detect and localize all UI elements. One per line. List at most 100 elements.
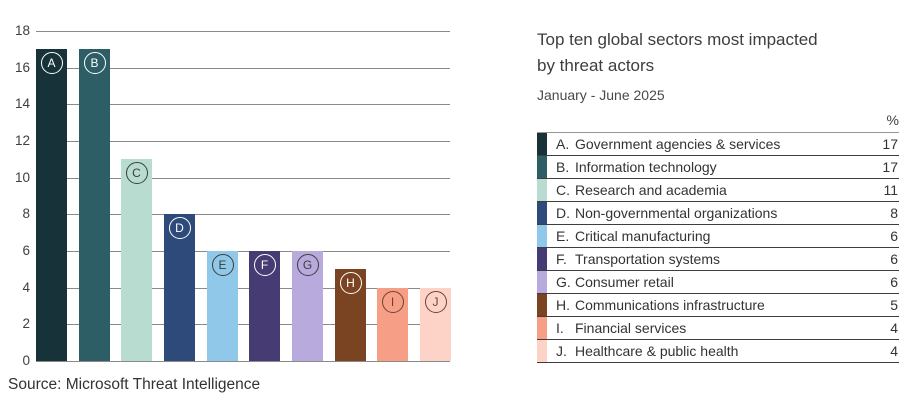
legend-sector-name: Research and academia: [575, 182, 727, 198]
legend-swatch-D: [537, 202, 547, 224]
chart-subtitle: January - June 2025: [537, 87, 665, 103]
legend-letter: D.: [556, 205, 570, 221]
legend-sector-name: Non-governmental organizations: [575, 205, 778, 221]
percent-column-header: %: [886, 112, 899, 128]
chart-title: Top ten global sectors most impacted by …: [537, 27, 818, 79]
bar-label-badge-G: G: [296, 254, 319, 276]
bar-C: C: [121, 159, 152, 361]
legend-percent-value: 5: [890, 297, 898, 313]
bar-label-badge-B: B: [83, 52, 106, 75]
legend-percent-value: 6: [890, 274, 898, 290]
legend-percent-value: 17: [882, 159, 898, 175]
bar-E: E: [207, 251, 238, 361]
legend-row-I: I. Financial services 4: [537, 317, 899, 340]
bar-label-badge-H: H: [339, 272, 362, 295]
chart-title-line1: Top ten global sectors most impacted: [537, 30, 818, 49]
legend-swatch-E: [537, 225, 547, 247]
y-tick-label-14: 14: [14, 96, 30, 112]
legend-letter: C.: [556, 182, 570, 198]
bar-H: H: [335, 269, 366, 361]
legend-swatch-F: [537, 248, 547, 270]
legend-swatch-J: [537, 340, 547, 362]
legend-sector-name: Communications infrastructure: [575, 297, 765, 313]
legend-swatch-C: [537, 179, 547, 201]
source-note: Source: Microsoft Threat Intelligence: [8, 376, 261, 393]
legend-swatch-G: [537, 271, 547, 293]
legend-sector-name: Healthcare & public health: [575, 343, 739, 359]
legend-table: % A. Government agencies & services 17 B. In…: [537, 110, 899, 363]
legend-sector-name: Government agencies & services: [575, 136, 781, 152]
legend-sector-name: Transportation systems: [575, 251, 720, 267]
legend-letter: E.: [556, 228, 570, 244]
legend-letter: G.: [556, 274, 571, 290]
legend-letter: B.: [556, 159, 570, 175]
legend-row-H: H. Communications infrastructure 5: [537, 294, 899, 317]
bar-J: J: [420, 287, 451, 361]
bar-label-badge-I: I: [381, 290, 404, 313]
legend-percent-value: 4: [890, 320, 898, 336]
gridline-14: [36, 104, 450, 106]
legend-row-F: F. Transportation systems 6: [537, 248, 899, 271]
gridline-12: [36, 141, 450, 142]
legend-percent-value: 6: [890, 251, 898, 267]
y-tick-label-6: 6: [22, 243, 30, 258]
legend-letter: I.: [556, 320, 564, 336]
gridline-2: [36, 324, 450, 326]
legend-percent-value: 6: [890, 228, 898, 244]
y-tick-label-8: 8: [22, 206, 30, 222]
legend-sector-name: Consumer retail: [575, 274, 674, 290]
y-tick-label-4: 4: [22, 279, 30, 295]
legend-swatch-B: [537, 156, 547, 178]
legend-percent-value: 17: [882, 136, 898, 152]
bar-label-badge-D: D: [168, 217, 191, 240]
y-tick-label-0: 0: [22, 353, 30, 368]
bar-G: G: [292, 251, 323, 361]
gridline-0: [36, 361, 450, 362]
legend-row-E: E. Critical manufacturing 6: [537, 225, 899, 248]
y-tick-label-10: 10: [14, 169, 30, 185]
legend-percent-value: 4: [890, 343, 898, 359]
legend-letter: F.: [556, 251, 567, 267]
bar-A: A: [36, 49, 67, 361]
legend-letter: J.: [556, 343, 567, 359]
y-axis-labels: 0 2 4 6 8 10 12 14 16 18: [0, 23, 30, 368]
legend-letter: A.: [556, 136, 570, 152]
gridline-8: [36, 214, 450, 216]
legend-row-G: G. Consumer retail 6: [537, 271, 899, 294]
legend-row-D: D. Non-governmental organizations 8: [537, 202, 899, 225]
legend-swatch-I: [537, 317, 547, 339]
legend-percent-value: 11: [883, 182, 898, 198]
bar-label-badge-A: A: [40, 52, 63, 75]
bar-label-badge-F: F: [253, 254, 276, 276]
bar-D: D: [164, 214, 195, 361]
y-tick-label-12: 12: [14, 133, 30, 148]
legend-row-A: A. Government agencies & services 17: [537, 133, 899, 156]
legend-swatch-A: [537, 133, 547, 155]
y-tick-label-2: 2: [22, 316, 30, 332]
legend-letter: H.: [556, 297, 570, 313]
bar-label-badge-C: C: [125, 162, 148, 185]
legend-swatch-H: [537, 294, 547, 316]
y-tick-label-16: 16: [14, 59, 30, 75]
gridline-6: [36, 251, 450, 252]
bar-I: I: [377, 287, 408, 361]
bar-B: B: [79, 49, 110, 361]
bar-label-badge-J: J: [424, 290, 447, 313]
bar-F: F: [249, 251, 280, 361]
legend-row-B: B. Information technology 17: [537, 156, 899, 179]
legend-sector-name: Information technology: [575, 159, 717, 175]
legend-percent-value: 8: [890, 205, 898, 221]
gridline-18: [36, 31, 450, 32]
y-tick-label-18: 18: [14, 23, 30, 38]
bar-label-badge-E: E: [211, 254, 234, 276]
gridline-16: [36, 67, 450, 69]
legend-sector-name: Financial services: [575, 320, 687, 336]
gridline-10: [36, 177, 450, 179]
gridline-4: [36, 287, 450, 289]
legend-sector-name: Critical manufacturing: [575, 228, 711, 244]
legend-row-C: C. Research and academia 11: [537, 179, 899, 202]
legend-rows: A. Government agencies & services 17 B. Info…: [537, 132, 899, 363]
legend-row-J: J. Healthcare & public health 4: [537, 340, 899, 363]
